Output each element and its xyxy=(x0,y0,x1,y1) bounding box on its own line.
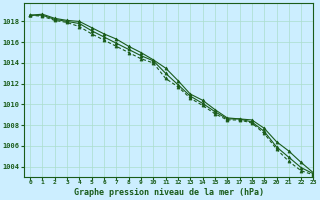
X-axis label: Graphe pression niveau de la mer (hPa): Graphe pression niveau de la mer (hPa) xyxy=(74,188,264,197)
